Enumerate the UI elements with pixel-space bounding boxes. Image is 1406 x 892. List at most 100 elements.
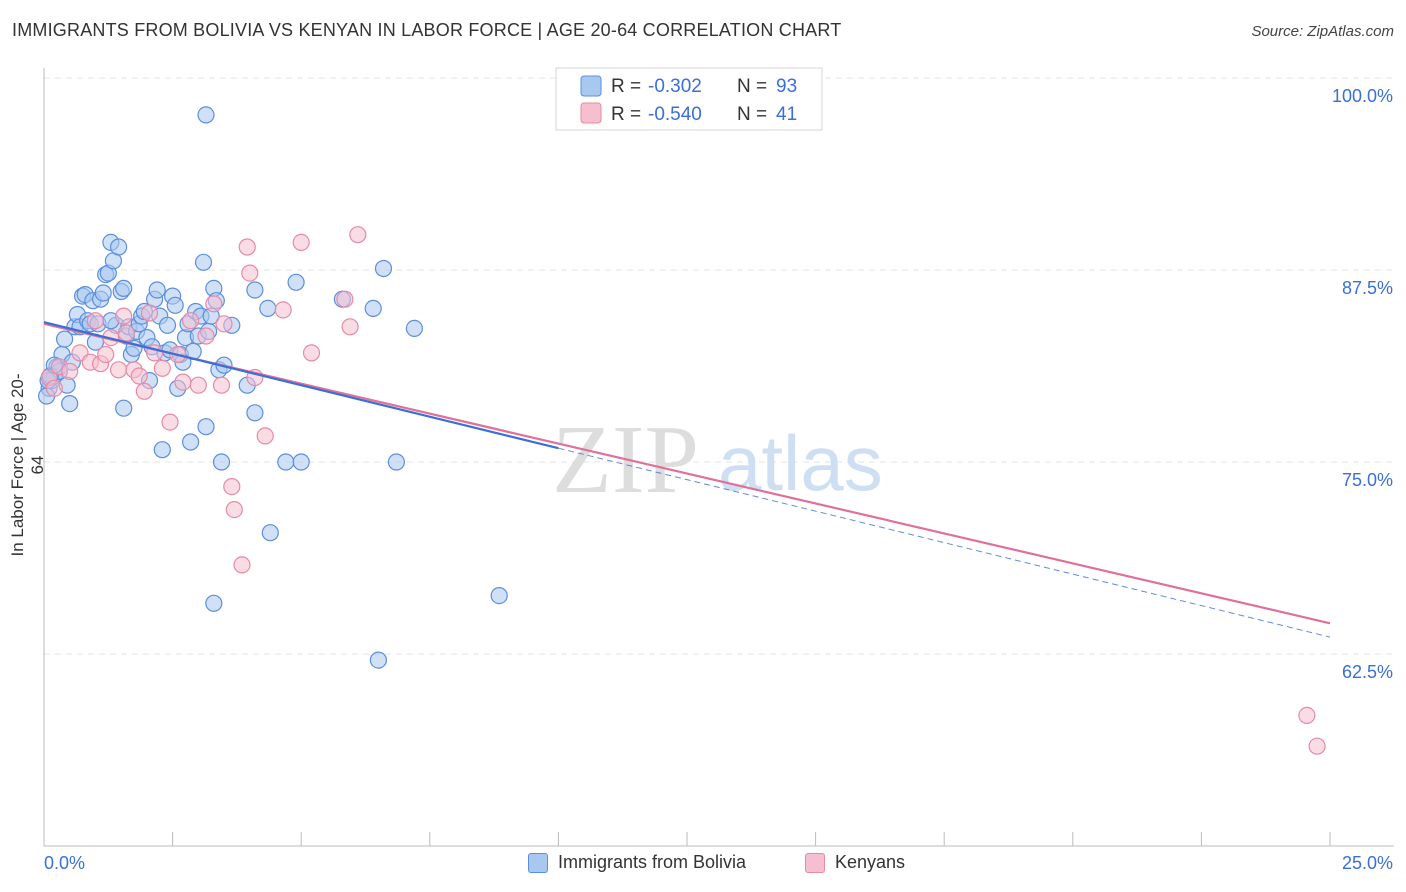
data-point	[246, 281, 264, 299]
data-point	[1298, 706, 1316, 725]
legend-swatch-bolivia	[528, 852, 548, 873]
data-point	[197, 418, 215, 436]
data-point	[256, 427, 274, 445]
data-point	[158, 316, 177, 334]
stats-legend: R = -0.302 N = 93 R = -0.540 N = 41	[555, 67, 823, 131]
data-point	[238, 238, 256, 256]
data-point	[374, 259, 393, 278]
stats-n-value-blue: 93	[776, 76, 797, 97]
data-point	[182, 433, 200, 451]
data-point	[61, 395, 79, 413]
data-point	[212, 376, 231, 394]
data-point	[189, 376, 207, 394]
data-point	[274, 301, 292, 319]
x-tick-label-left: 0.0%	[44, 853, 85, 873]
data-point	[153, 441, 171, 459]
legend-item-bolivia[interactable]: Immigrants from Bolivia	[528, 852, 746, 873]
watermark-atlas: atlas	[718, 419, 883, 507]
data-point	[61, 362, 79, 380]
stats-n-value-pink: 41	[776, 104, 797, 125]
data-point	[292, 233, 310, 251]
data-point	[55, 330, 74, 348]
data-point	[45, 379, 63, 397]
data-point	[153, 359, 171, 377]
data-point	[302, 344, 321, 362]
data-point	[194, 253, 213, 271]
trend-lines	[43, 321, 1331, 638]
data-point	[225, 501, 243, 519]
stats-r-label-blue: R =	[611, 76, 641, 97]
data-point	[130, 367, 148, 385]
source-label: Source: ZipAtlas.com	[1251, 23, 1394, 40]
series-immigrants-from-bolivia	[37, 106, 508, 669]
trend-line-bolivia	[43, 321, 559, 450]
data-point	[287, 273, 305, 291]
data-point	[135, 382, 153, 400]
data-point	[197, 106, 215, 124]
data-point	[197, 327, 215, 345]
y-tick-label: 100.0%	[1332, 86, 1393, 106]
data-point	[490, 586, 508, 605]
bottom-legend: Immigrants from Bolivia Kenyans	[0, 852, 1406, 876]
data-point	[182, 312, 200, 330]
stats-n-label-pink: N =	[737, 104, 767, 125]
axes	[43, 68, 1394, 847]
watermark: ZIP atlas	[552, 406, 883, 514]
data-point	[115, 399, 133, 417]
x-tick-label-right: 25.0%	[1342, 853, 1393, 873]
data-point	[349, 226, 367, 244]
data-point	[387, 453, 405, 471]
data-point	[261, 524, 279, 542]
data-point	[212, 453, 231, 471]
data-point	[223, 478, 241, 496]
legend-label-kenyans: Kenyans	[835, 852, 906, 872]
stats-r-label-pink: R =	[611, 104, 641, 125]
stats-n-label-blue: N =	[737, 76, 767, 97]
stats-legend-blue-swatch	[580, 75, 602, 97]
data-point	[336, 290, 354, 308]
data-point	[292, 453, 310, 471]
y-tick-label: 62.5%	[1342, 662, 1393, 682]
data-point	[241, 264, 259, 282]
data-point	[109, 238, 128, 256]
x-ticks	[172, 832, 1331, 846]
data-point	[115, 307, 133, 325]
trend-line-bolivia-extension	[558, 447, 1331, 638]
y-tick-labels: 62.5% 75.0% 87.5% 100.0%	[1332, 86, 1393, 682]
data-point	[369, 651, 387, 669]
data-point	[161, 413, 179, 431]
data-point	[364, 299, 382, 317]
data-point	[86, 312, 105, 330]
data-point	[140, 304, 159, 322]
legend-label-bolivia: Immigrants from Bolivia	[558, 852, 747, 872]
data-point	[205, 295, 223, 313]
data-point	[246, 404, 264, 422]
data-point	[205, 594, 223, 612]
data-point	[115, 279, 133, 297]
legend-swatch-kenyans	[805, 852, 825, 873]
stats-r-value-blue: -0.302	[648, 76, 702, 97]
series-kenyans	[40, 69, 1326, 755]
data-point	[341, 318, 359, 336]
data-point	[259, 299, 277, 317]
data-point	[109, 361, 128, 379]
data-point	[215, 315, 233, 333]
data-point	[1308, 737, 1326, 755]
chart-title: IMMIGRANTS FROM BOLIVIA VS KENYAN IN LAB…	[12, 20, 842, 40]
data-point	[277, 453, 295, 471]
data-point	[166, 296, 184, 314]
data-point	[233, 556, 251, 574]
data-point	[94, 284, 112, 302]
stats-legend-pink-swatch	[580, 102, 602, 124]
gridlines	[44, 77, 1394, 655]
legend-item-kenyans[interactable]: Kenyans	[805, 852, 905, 873]
data-point	[117, 324, 135, 342]
data-point	[174, 373, 192, 391]
data-point	[148, 281, 166, 299]
data-point	[97, 345, 115, 364]
stats-r-value-pink: -0.540	[648, 104, 702, 125]
y-tick-label: 75.0%	[1342, 470, 1393, 490]
data-point	[405, 319, 423, 337]
y-tick-label: 87.5%	[1342, 278, 1393, 298]
